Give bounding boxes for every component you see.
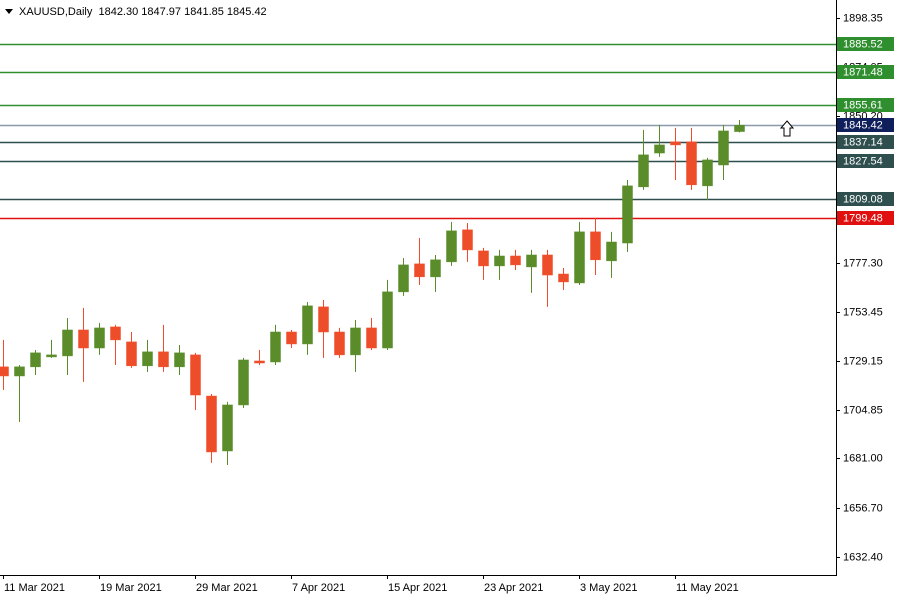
level-label: 1871.48 <box>837 65 894 79</box>
candle-body <box>126 341 137 367</box>
candle-body <box>270 331 281 363</box>
level-label-text: 1799.48 <box>843 212 883 224</box>
candle-body <box>654 144 665 154</box>
candle-body <box>430 259 441 278</box>
candle-body <box>686 141 697 186</box>
candle-body <box>142 351 153 367</box>
y-tick-label: 1632.40 <box>843 551 883 563</box>
x-tick-label: 11 Mar 2021 <box>4 582 65 594</box>
candle-body <box>494 255 505 267</box>
candle-body <box>478 250 489 267</box>
y-tick-label: 1898.35 <box>843 12 883 24</box>
candle-body <box>606 241 617 262</box>
x-tick-label: 11 May 2021 <box>676 582 739 594</box>
level-label: 1855.61 <box>837 98 894 112</box>
candle-body <box>62 329 73 357</box>
candle-body <box>446 230 457 263</box>
candle-body <box>366 327 377 349</box>
y-tick-label: 1729.15 <box>843 355 883 367</box>
candle-body <box>110 326 121 341</box>
x-tick-label: 15 Apr 2021 <box>388 582 447 594</box>
candle-body <box>206 395 217 453</box>
candle-body <box>14 366 25 377</box>
level-label-text: 1871.48 <box>843 66 883 78</box>
candle-body <box>382 291 393 349</box>
level-label-box <box>837 98 894 112</box>
level-label-text: 1845.42 <box>843 119 883 131</box>
level-label-box <box>837 65 894 79</box>
level-label: 1837.14 <box>837 135 894 149</box>
x-tick-label: 19 Mar 2021 <box>100 582 162 594</box>
candle-body <box>46 354 57 358</box>
candle-body <box>158 351 169 368</box>
candle-body <box>414 263 425 278</box>
level-label-text: 1809.08 <box>843 193 883 205</box>
level-label-text: 1837.14 <box>843 136 883 148</box>
candle-body <box>94 327 105 349</box>
candle-body <box>302 305 313 345</box>
candle-body <box>30 352 41 368</box>
y-tick-label: 1681.00 <box>843 452 883 464</box>
candle-body <box>78 329 89 349</box>
plot-area <box>0 43 836 465</box>
candle-body <box>0 366 9 377</box>
buy-arrow-icon <box>779 120 795 137</box>
candle-body <box>574 231 585 284</box>
candle-body <box>254 360 265 364</box>
chart-title: XAUUSD,Daily 1842.30 1847.97 1841.85 184… <box>19 6 267 18</box>
level-label-text: 1827.54 <box>843 155 883 167</box>
candle-body <box>558 273 569 283</box>
level-label-box <box>837 211 894 225</box>
level-label: 1809.08 <box>837 192 894 206</box>
y-tick-label: 1704.85 <box>843 404 883 416</box>
candle-body <box>462 229 473 251</box>
y-tick-label: 1753.45 <box>843 306 883 318</box>
level-label: 1827.54 <box>837 154 894 168</box>
candle-body <box>398 264 409 293</box>
level-label: 1799.48 <box>837 211 894 225</box>
x-tick-label: 7 Apr 2021 <box>292 582 345 594</box>
x-tick-label: 23 Apr 2021 <box>484 582 543 594</box>
y-tick-label: 1656.70 <box>843 502 883 514</box>
level-label-box <box>837 154 894 168</box>
candle-body <box>526 254 537 268</box>
level-label-box <box>837 118 894 132</box>
candle-body <box>286 331 297 345</box>
level-label-text: 1855.61 <box>843 99 883 111</box>
level-label-box <box>837 135 894 149</box>
candle-body <box>222 404 233 452</box>
candle-body <box>734 124 745 132</box>
candle-body <box>590 231 601 261</box>
candle-body <box>174 352 185 368</box>
level-label-box <box>837 37 894 51</box>
candle-body <box>638 154 649 188</box>
level-label-text: 1885.52 <box>843 38 883 50</box>
level-label: 1845.42 <box>837 118 894 132</box>
y-tick-label: 1777.30 <box>843 257 883 269</box>
candle-body <box>350 327 361 356</box>
candle-body <box>190 354 201 396</box>
candle-body <box>670 141 681 146</box>
candle-body <box>542 254 553 276</box>
candle-body <box>238 359 249 406</box>
x-tick-label: 3 May 2021 <box>580 582 637 594</box>
candle-body <box>334 331 345 356</box>
level-label: 1885.52 <box>837 37 894 51</box>
candle-body <box>510 255 521 266</box>
candle-body <box>702 159 713 187</box>
menu-triangle[interactable] <box>5 9 13 14</box>
x-tick-label: 29 Mar 2021 <box>196 582 258 594</box>
candle-body <box>622 185 633 244</box>
candle-body <box>318 306 329 333</box>
level-label-box <box>837 192 894 206</box>
candle-body <box>718 130 729 166</box>
